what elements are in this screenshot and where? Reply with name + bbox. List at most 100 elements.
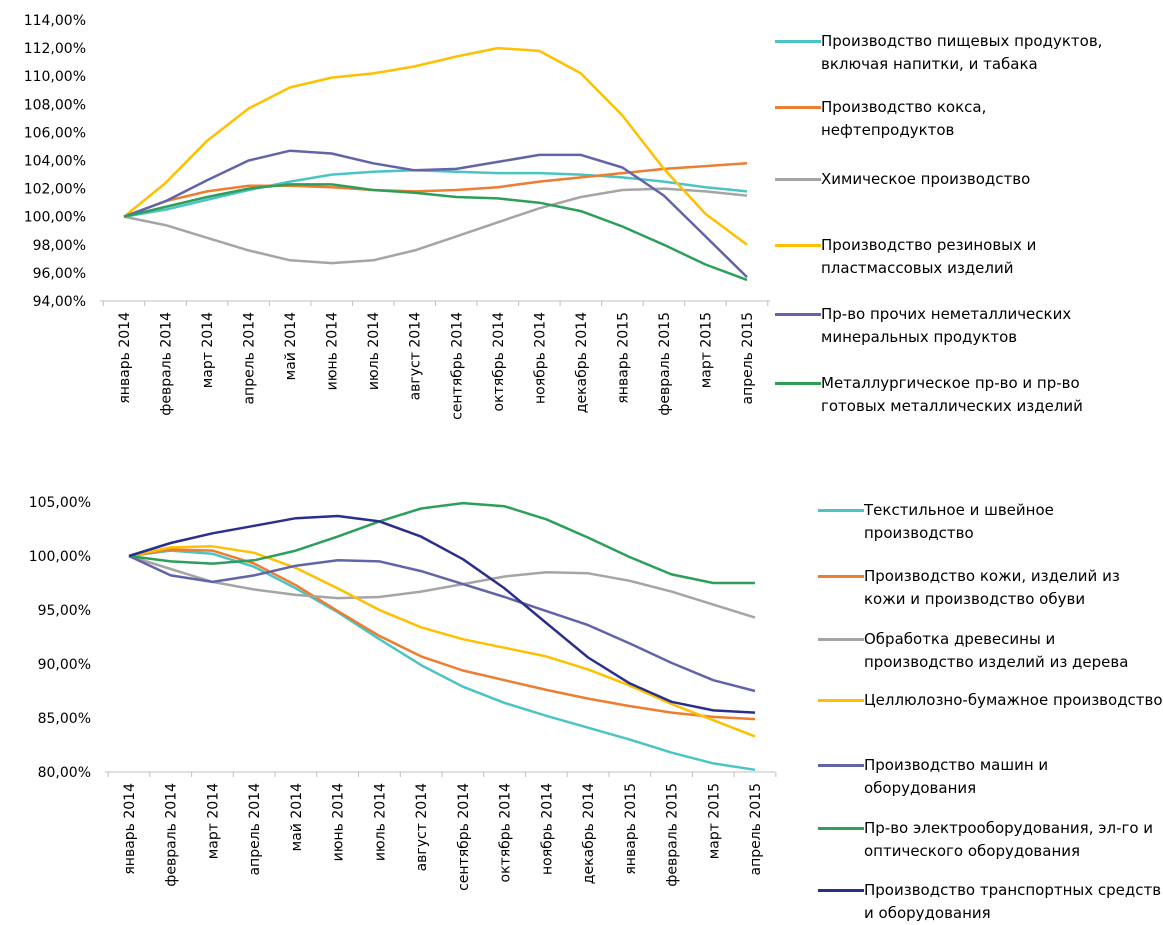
legend-label: Производство транспортных средств и обор… (864, 881, 1162, 922)
legend-swatch (818, 764, 864, 767)
x-tick-label: февраль 2015 (665, 783, 681, 887)
y-tick-label: 106,00% (24, 125, 86, 141)
y-tick-label: 114,00% (24, 13, 86, 29)
legend-item: Производство резиновых и пластмассовых и… (775, 234, 1121, 280)
legend-item: Производство машин и оборудования (818, 754, 1163, 800)
legend-swatch (775, 178, 821, 181)
x-tick-label: февраль 2014 (159, 312, 175, 416)
y-tick-label: 100,00% (29, 549, 91, 565)
x-tick-label: декабрь 2014 (581, 783, 597, 884)
y-tick-label: 110,00% (24, 69, 86, 85)
legend-swatch (818, 827, 864, 830)
x-tick-label: январь 2014 (122, 783, 138, 875)
legend-swatch (775, 40, 821, 43)
x-tick-label: сентябрь 2014 (456, 783, 472, 891)
legend-label: Металлургическое пр-во и пр-во готовых м… (821, 374, 1083, 415)
legend-item: Химическое производство (775, 168, 1121, 191)
x-tick-label: январь 2015 (623, 783, 639, 875)
x-tick-label: январь 2015 (615, 312, 631, 404)
legend-swatch (775, 382, 821, 385)
legend-swatch (818, 638, 864, 641)
legend-item: Производство транспортных средств и обор… (818, 879, 1163, 925)
x-tick-label: июль 2014 (372, 783, 388, 861)
series-line (128, 545, 756, 738)
legend-swatch (775, 244, 821, 247)
x-tick-label: июль 2014 (366, 312, 382, 390)
legend-swatch (818, 509, 864, 512)
x-tick-label: декабрь 2014 (574, 312, 590, 413)
series-line (123, 169, 748, 218)
y-tick-label: 102,00% (24, 182, 86, 198)
series-line (128, 514, 756, 714)
legend-label: Производство резиновых и пластмассовых и… (821, 236, 1037, 277)
x-tick-label: май 2014 (289, 783, 305, 851)
legend-label: Пр-во электрооборудования, эл-го и оптич… (864, 819, 1154, 860)
legend-label: Производство машин и оборудования (864, 756, 1049, 797)
legend-label: Текстильное и швейное производство (864, 501, 1054, 542)
y-tick-label: 94,00% (33, 294, 86, 310)
x-tick-label: май 2014 (283, 312, 299, 380)
y-tick-label: 100,00% (24, 210, 86, 226)
series-line (123, 149, 748, 278)
y-tick-label: 80,00% (38, 765, 91, 781)
x-tick-label: апрель 2014 (247, 783, 263, 876)
x-tick-label: январь 2014 (117, 312, 133, 404)
legend-label: Обработка древесины и производство издел… (864, 630, 1129, 671)
y-tick-label: 85,00% (38, 711, 91, 727)
x-tick-label: ноябрь 2014 (539, 783, 555, 875)
x-tick-label: март 2015 (698, 312, 714, 388)
y-tick-label: 108,00% (24, 97, 86, 113)
x-tick-label: июнь 2014 (325, 312, 341, 390)
y-tick-label: 112,00% (24, 41, 86, 57)
legend-swatch (775, 313, 821, 316)
legend-item: Пр-во электрооборудования, эл-го и оптич… (818, 817, 1163, 863)
x-tick-label: апрель 2015 (740, 312, 756, 405)
legend-item: Производство кожи, изделий из кожи и про… (818, 565, 1163, 611)
x-tick-label: февраль 2015 (657, 312, 673, 416)
series-line (128, 549, 756, 772)
x-tick-label: сентябрь 2014 (449, 312, 465, 420)
legend-item: Обработка древесины и производство издел… (818, 628, 1163, 674)
legend-item: Производство пищевых продуктов, включая … (775, 30, 1121, 76)
legend-label: Производство кокса, нефтепродуктов (821, 98, 987, 139)
series-line (123, 46, 748, 246)
legend-item: Производство кокса, нефтепродуктов (775, 96, 1121, 142)
series-line (123, 162, 748, 218)
legend-label: Пр-во прочих неметаллических минеральных… (821, 305, 1072, 346)
y-tick-label: 104,00% (24, 154, 86, 170)
series-line (128, 554, 756, 693)
x-tick-label: март 2014 (205, 783, 221, 859)
x-tick-label: апрель 2015 (748, 783, 764, 876)
x-tick-label: октябрь 2014 (498, 783, 514, 883)
x-tick-label: март 2014 (200, 312, 216, 388)
x-tick-label: август 2014 (408, 312, 424, 400)
x-tick-label: апрель 2014 (242, 312, 258, 405)
series-line (123, 187, 748, 265)
x-tick-label: февраль 2014 (164, 783, 180, 887)
legend-swatch (818, 699, 864, 702)
x-tick-label: октябрь 2014 (491, 312, 507, 412)
series-line (128, 548, 756, 721)
y-tick-label: 95,00% (38, 603, 91, 619)
x-tick-label: ноябрь 2014 (532, 312, 548, 404)
legend-label: Химическое производство (821, 170, 1031, 188)
legend-swatch (775, 106, 821, 109)
legend-item: Пр-во прочих неметаллических минеральных… (775, 303, 1121, 349)
legend-swatch (818, 889, 864, 892)
y-tick-label: 98,00% (33, 238, 86, 254)
legend-item: Целлюлозно-бумажное производство (818, 689, 1163, 712)
legend-label: Целлюлозно-бумажное производство (864, 691, 1163, 709)
y-tick-label: 90,00% (38, 657, 91, 673)
series-line (128, 554, 756, 619)
legend-item: Текстильное и швейное производство (818, 499, 1163, 545)
series-line (123, 183, 748, 282)
legend-item: Металлургическое пр-во и пр-во готовых м… (775, 372, 1121, 418)
legend-swatch (818, 575, 864, 578)
y-tick-label: 105,00% (29, 495, 91, 511)
series-line (128, 501, 755, 585)
x-tick-label: июнь 2014 (331, 783, 347, 861)
y-tick-label: 96,00% (33, 266, 86, 282)
legend-label: Производство пищевых продуктов, включая … (821, 32, 1103, 73)
x-tick-label: август 2014 (414, 783, 430, 871)
